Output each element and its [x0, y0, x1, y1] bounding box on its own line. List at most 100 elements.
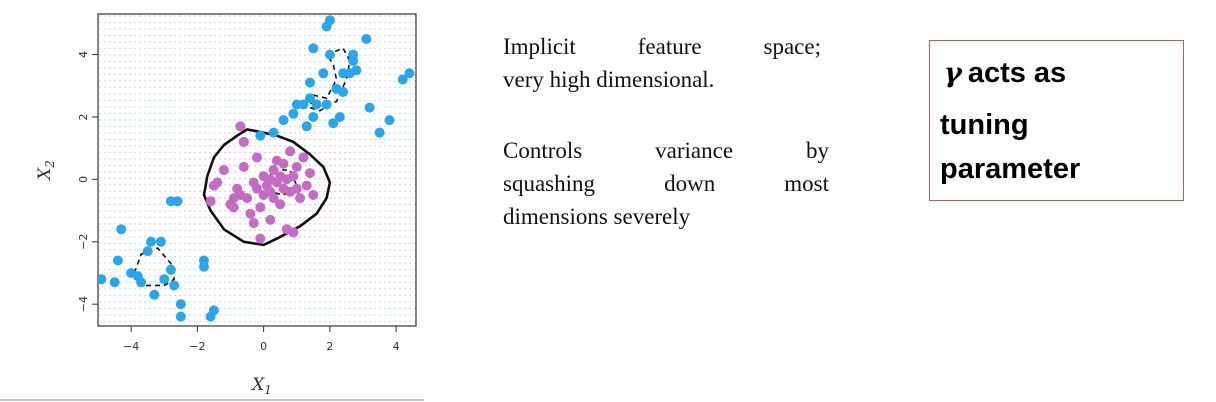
grid-dot — [229, 145, 230, 146]
grid-dot — [359, 106, 360, 107]
grid-dot — [144, 41, 145, 42]
grid-dot — [194, 184, 195, 185]
grid-dot — [294, 80, 295, 81]
grid-dot — [359, 301, 360, 302]
grid-dot — [149, 197, 150, 198]
grid-dot — [234, 93, 235, 94]
grid-dot — [399, 22, 400, 23]
grid-dot — [304, 210, 305, 211]
grid-dot — [219, 74, 220, 75]
grid-dot — [304, 191, 305, 192]
grid-dot — [379, 67, 380, 68]
grid-dot — [244, 35, 245, 36]
grid-dot — [124, 308, 125, 309]
grid-dot — [184, 210, 185, 211]
grid-dot — [404, 295, 405, 296]
grid-dot — [149, 191, 150, 192]
grid-dot — [294, 158, 295, 159]
grid-dot — [319, 93, 320, 94]
grid-dot — [139, 22, 140, 23]
grid-dot — [194, 282, 195, 283]
purple-point — [249, 218, 259, 228]
grid-dot — [404, 197, 405, 198]
grid-dot — [164, 145, 165, 146]
grid-dot — [399, 282, 400, 283]
grid-dot — [354, 197, 355, 198]
grid-dot — [394, 282, 395, 283]
grid-dot — [399, 67, 400, 68]
grid-dot — [244, 230, 245, 231]
grid-dot — [159, 80, 160, 81]
grid-dot — [254, 48, 255, 49]
grid-dot — [379, 126, 380, 127]
purple-point — [255, 202, 265, 212]
grid-dot — [224, 22, 225, 23]
grid-dot — [304, 54, 305, 55]
grid-dot — [189, 126, 190, 127]
grid-dot — [359, 139, 360, 140]
grid-dot — [379, 139, 380, 140]
grid-dot — [264, 100, 265, 101]
grid-dot — [219, 210, 220, 211]
grid-dot — [279, 314, 280, 315]
grid-dot — [189, 184, 190, 185]
grid-dot — [239, 210, 240, 211]
grid-dot — [214, 100, 215, 101]
grid-dot — [154, 236, 155, 237]
grid-dot — [204, 282, 205, 283]
grid-dot — [409, 145, 410, 146]
grid-dot — [209, 35, 210, 36]
y-axis-label: X2 — [35, 160, 57, 182]
grid-dot — [184, 249, 185, 250]
grid-dot — [339, 178, 340, 179]
grid-dot — [139, 67, 140, 68]
grid-dot — [314, 22, 315, 23]
grid-dot — [324, 93, 325, 94]
grid-dot — [244, 262, 245, 263]
grid-dot — [154, 67, 155, 68]
grid-dot — [189, 106, 190, 107]
grid-dot — [239, 269, 240, 270]
grid-dot — [399, 197, 400, 198]
grid-dot — [359, 184, 360, 185]
grid-dot — [409, 204, 410, 205]
grid-dot — [349, 230, 350, 231]
grid-dot — [139, 28, 140, 29]
grid-dot — [174, 48, 175, 49]
grid-dot — [159, 106, 160, 107]
grid-dot — [144, 197, 145, 198]
grid-dot — [379, 223, 380, 224]
blue-point — [173, 196, 183, 206]
grid-dot — [404, 243, 405, 244]
grid-dot — [199, 48, 200, 49]
grid-dot — [169, 223, 170, 224]
grid-dot — [204, 165, 205, 166]
grid-dot — [139, 171, 140, 172]
grid-dot — [399, 295, 400, 296]
grid-dot — [324, 145, 325, 146]
grid-dot — [164, 35, 165, 36]
grid-dot — [379, 275, 380, 276]
grid-dot — [174, 106, 175, 107]
grid-dot — [109, 217, 110, 218]
grid-dot — [204, 145, 205, 146]
grid-dot — [304, 93, 305, 94]
grid-dot — [219, 308, 220, 309]
grid-dot — [149, 301, 150, 302]
purple-point — [245, 209, 255, 219]
grid-dot — [224, 210, 225, 211]
grid-dot — [254, 67, 255, 68]
purple-point — [288, 171, 298, 181]
grid-dot — [139, 152, 140, 153]
grid-dot — [199, 321, 200, 322]
grid-dot — [374, 87, 375, 88]
grid-dot — [404, 165, 405, 166]
grid-dot — [149, 256, 150, 257]
grid-dot — [109, 243, 110, 244]
grid-dot — [394, 295, 395, 296]
grid-dot — [294, 145, 295, 146]
grid-dot — [169, 184, 170, 185]
grid-dot — [359, 217, 360, 218]
grid-dot — [229, 236, 230, 237]
grid-dot — [399, 204, 400, 205]
